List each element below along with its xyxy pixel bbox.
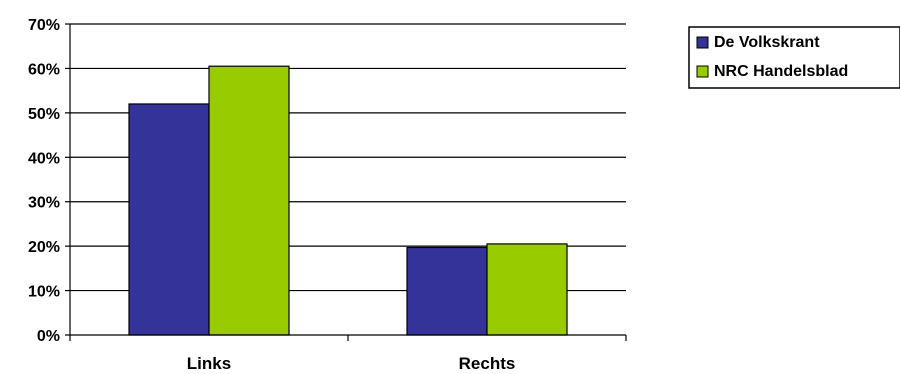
- legend-swatch: [696, 65, 709, 78]
- bar: [406, 246, 488, 336]
- y-tick-label: 50%: [28, 106, 60, 123]
- y-axis-ticks: 0% 10% 20% 30% 40% 50% 60% 70%: [28, 17, 70, 345]
- x-axis-ticks: Links Rechts: [69, 335, 627, 373]
- bar: [486, 243, 568, 336]
- y-tick-label: 0%: [37, 328, 60, 345]
- x-tick-label: Links: [187, 354, 231, 373]
- y-tick-label: 20%: [28, 239, 60, 256]
- y-tick-label: 10%: [28, 284, 60, 301]
- legend-box: [688, 26, 900, 89]
- x-tick-label: Rechts: [459, 354, 516, 373]
- legend-swatch: [696, 36, 709, 49]
- y-tick-label: 40%: [28, 150, 60, 167]
- legend-label: De Volkskrant: [714, 34, 820, 51]
- bar: [208, 65, 290, 336]
- y-tick-label: 30%: [28, 195, 60, 212]
- legend: De Volkskrant NRC Handelsblad: [688, 26, 900, 89]
- y-tick-label: 60%: [28, 61, 60, 78]
- bar: [128, 103, 210, 336]
- legend-label: NRC Handelsblad: [714, 63, 848, 80]
- bars: [128, 65, 568, 336]
- y-tick-label: 70%: [28, 17, 60, 34]
